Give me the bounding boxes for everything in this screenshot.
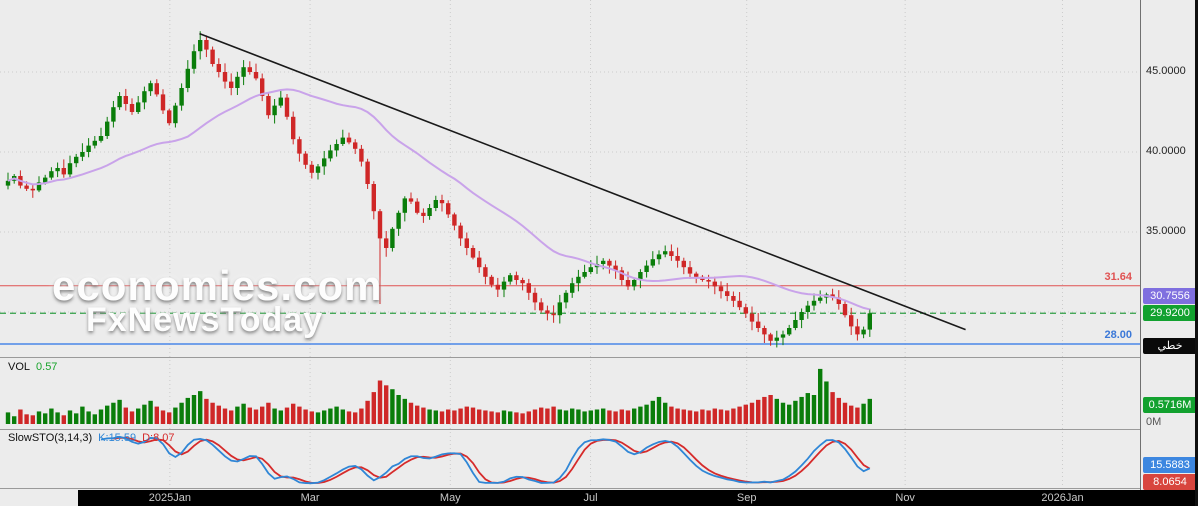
sto-label: SlowSTO(3,14,3) [8,432,93,444]
zero-volume-label: 0M [1146,416,1162,428]
time-axis-label: 2025Jan [148,492,191,504]
price-chart-canvas[interactable] [0,0,1140,490]
time-axis-label: Sep [736,492,757,504]
time-axis-label: May [439,492,461,504]
resistance-inline-label: 31.64 [1104,270,1132,283]
sto-k-label: K:15.59 [98,432,137,444]
time-axis-label: Nov [895,492,915,504]
time-axis-label: 2026Jan [1041,492,1084,504]
sto-panel-header: SlowSTO(3,14,3) K:15.59 D:8.07 [8,432,181,444]
price-axis-tick: 40.0000 [1146,145,1186,157]
support-inline-label: 28.00 [1104,329,1132,341]
sto-d-badge: 8.0654 [1143,473,1197,490]
window-right-edge [1195,0,1198,506]
time-axis-bar [78,490,1198,506]
time-axis-label: Jul [583,492,598,504]
time-axis-label: Mar [300,492,320,504]
sto-k-badge: 15.5883 [1143,456,1197,473]
price-axis-tick: 45.0000 [1146,65,1186,77]
trend-type-badge: خطي [1143,338,1197,354]
last-price-badge: 29.9200 [1143,305,1197,322]
volume-badge: 0.5716M [1143,396,1197,413]
volume-label: VOL [8,361,31,373]
sto-d-label: D:8.07 [142,432,175,444]
time-axis[interactable]: 2025Jan Mar May Jul Sep Nov 2026Jan [0,490,1198,506]
price-axis-gutter[interactable]: 45.0000 40.0000 35.0000 30.7556 29.9200 … [1140,0,1198,490]
price-axis-tick: 35.0000 [1146,225,1186,237]
volume-panel-header: VOL 0.57 [8,361,63,373]
ma-value-badge: 30.7556 [1143,288,1197,305]
volume-value: 0.57 [36,361,58,373]
